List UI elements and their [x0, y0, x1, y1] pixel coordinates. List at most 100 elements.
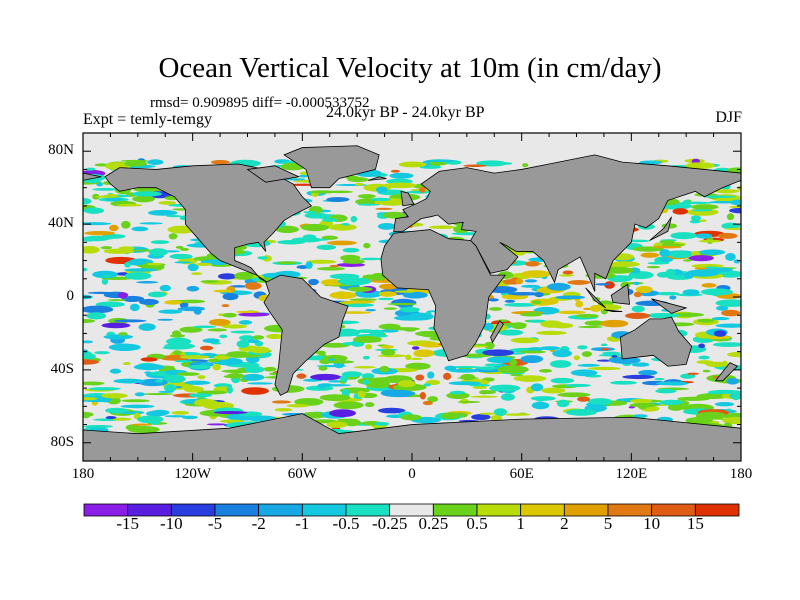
- velocity-patch: [604, 281, 615, 289]
- velocity-patch: [669, 295, 677, 300]
- velocity-patch: [378, 407, 406, 414]
- velocity-patch: [132, 195, 156, 203]
- velocity-patch: [319, 342, 350, 348]
- velocity-patch: [722, 416, 741, 424]
- velocity-patch: [387, 302, 417, 306]
- velocity-patch: [390, 169, 401, 173]
- velocity-patch: [166, 337, 192, 346]
- velocity-patch: [361, 373, 375, 380]
- velocity-patch: [300, 223, 329, 232]
- velocity-patch: [697, 318, 715, 323]
- velocity-patch: [229, 285, 248, 288]
- velocity-patch: [567, 280, 591, 285]
- velocity-patch: [457, 377, 480, 380]
- velocity-patch: [635, 285, 653, 294]
- landmass: [649, 216, 672, 241]
- velocity-patch: [174, 360, 193, 363]
- velocity-patch: [341, 388, 351, 397]
- velocity-patch: [169, 253, 193, 260]
- velocity-patch: [114, 319, 147, 323]
- velocity-patch: [158, 309, 183, 314]
- velocity-patch: [409, 357, 423, 360]
- velocity-patch: [383, 182, 417, 189]
- velocity-patch: [137, 415, 164, 424]
- velocity-patch: [140, 357, 158, 362]
- velocity-patch: [159, 284, 171, 292]
- velocity-patch: [498, 329, 524, 336]
- velocity-patch: [509, 358, 518, 367]
- velocity-patch: [241, 387, 269, 395]
- velocity-patch: [611, 355, 618, 358]
- velocity-patch: [83, 235, 110, 242]
- velocity-patch: [600, 343, 608, 347]
- velocity-patch: [711, 317, 730, 321]
- velocity-patch: [448, 381, 481, 386]
- velocity-patch: [440, 412, 461, 420]
- velocity-patch: [158, 200, 177, 205]
- velocity-patch: [247, 382, 274, 385]
- velocity-patch: [101, 278, 109, 285]
- velocity-patch: [470, 395, 499, 398]
- velocity-patch: [109, 368, 122, 374]
- velocity-patch: [705, 266, 719, 269]
- velocity-patch: [457, 400, 481, 404]
- plot-title: Ocean Vertical Velocity at 10m (in cm/da…: [158, 52, 662, 84]
- velocity-patch: [731, 393, 741, 401]
- velocity-patch: [168, 233, 178, 240]
- velocity-patch: [85, 167, 96, 171]
- velocity-patch: [354, 290, 383, 298]
- velocity-patch: [672, 208, 689, 215]
- velocity-patch: [318, 366, 328, 371]
- velocity-patch: [239, 335, 255, 341]
- velocity-patch: [116, 203, 143, 207]
- velocity-patch: [725, 408, 733, 412]
- velocity-patch: [577, 396, 591, 402]
- period-label: 24.0kyr BP - 24.0kyr BP: [326, 104, 485, 121]
- velocity-patch: [109, 224, 119, 232]
- velocity-patch: [374, 422, 390, 426]
- velocity-patch: [150, 240, 170, 245]
- velocity-patch: [564, 383, 592, 388]
- velocity-patch: [403, 327, 417, 332]
- velocity-patch: [200, 280, 219, 283]
- velocity-patch: [83, 424, 114, 428]
- velocity-patch: [715, 323, 741, 328]
- colorbar-label: -5: [207, 514, 223, 533]
- velocity-patch: [188, 393, 213, 398]
- velocity-patch: [172, 350, 182, 356]
- velocity-patch: [504, 302, 537, 307]
- velocity-patch: [573, 355, 580, 361]
- velocity-patch: [538, 368, 552, 373]
- velocity-patch: [310, 190, 336, 194]
- velocity-patch: [575, 313, 599, 318]
- velocity-patch: [638, 369, 658, 376]
- velocity-patch: [238, 320, 253, 325]
- velocity-patch: [118, 332, 128, 336]
- velocity-patch: [83, 351, 93, 360]
- velocity-patch: [659, 249, 671, 257]
- velocity-patch: [670, 232, 698, 240]
- velocity-patch: [101, 393, 128, 399]
- velocity-patch: [479, 390, 489, 395]
- velocity-patch: [702, 195, 737, 199]
- velocity-patch: [428, 225, 456, 229]
- colorbar-label: 2: [560, 514, 569, 533]
- velocity-patch: [87, 291, 116, 295]
- velocity-patch: [399, 306, 420, 313]
- velocity-patch: [362, 355, 370, 360]
- velocity-patch: [477, 366, 498, 371]
- season-label: DJF: [715, 109, 742, 126]
- velocity-patch: [101, 322, 131, 329]
- velocity-patch: [333, 401, 364, 410]
- lon-label: 60W: [287, 466, 317, 482]
- velocity-patch: [376, 186, 388, 194]
- velocity-patch: [729, 207, 741, 214]
- velocity-patch: [83, 359, 100, 365]
- velocity-patch: [83, 340, 94, 344]
- velocity-patch: [449, 369, 480, 373]
- velocity-patch: [141, 393, 174, 396]
- velocity-patch: [221, 324, 248, 329]
- velocity-patch: [721, 309, 741, 317]
- velocity-patch: [179, 326, 203, 333]
- velocity-patch: [226, 373, 245, 379]
